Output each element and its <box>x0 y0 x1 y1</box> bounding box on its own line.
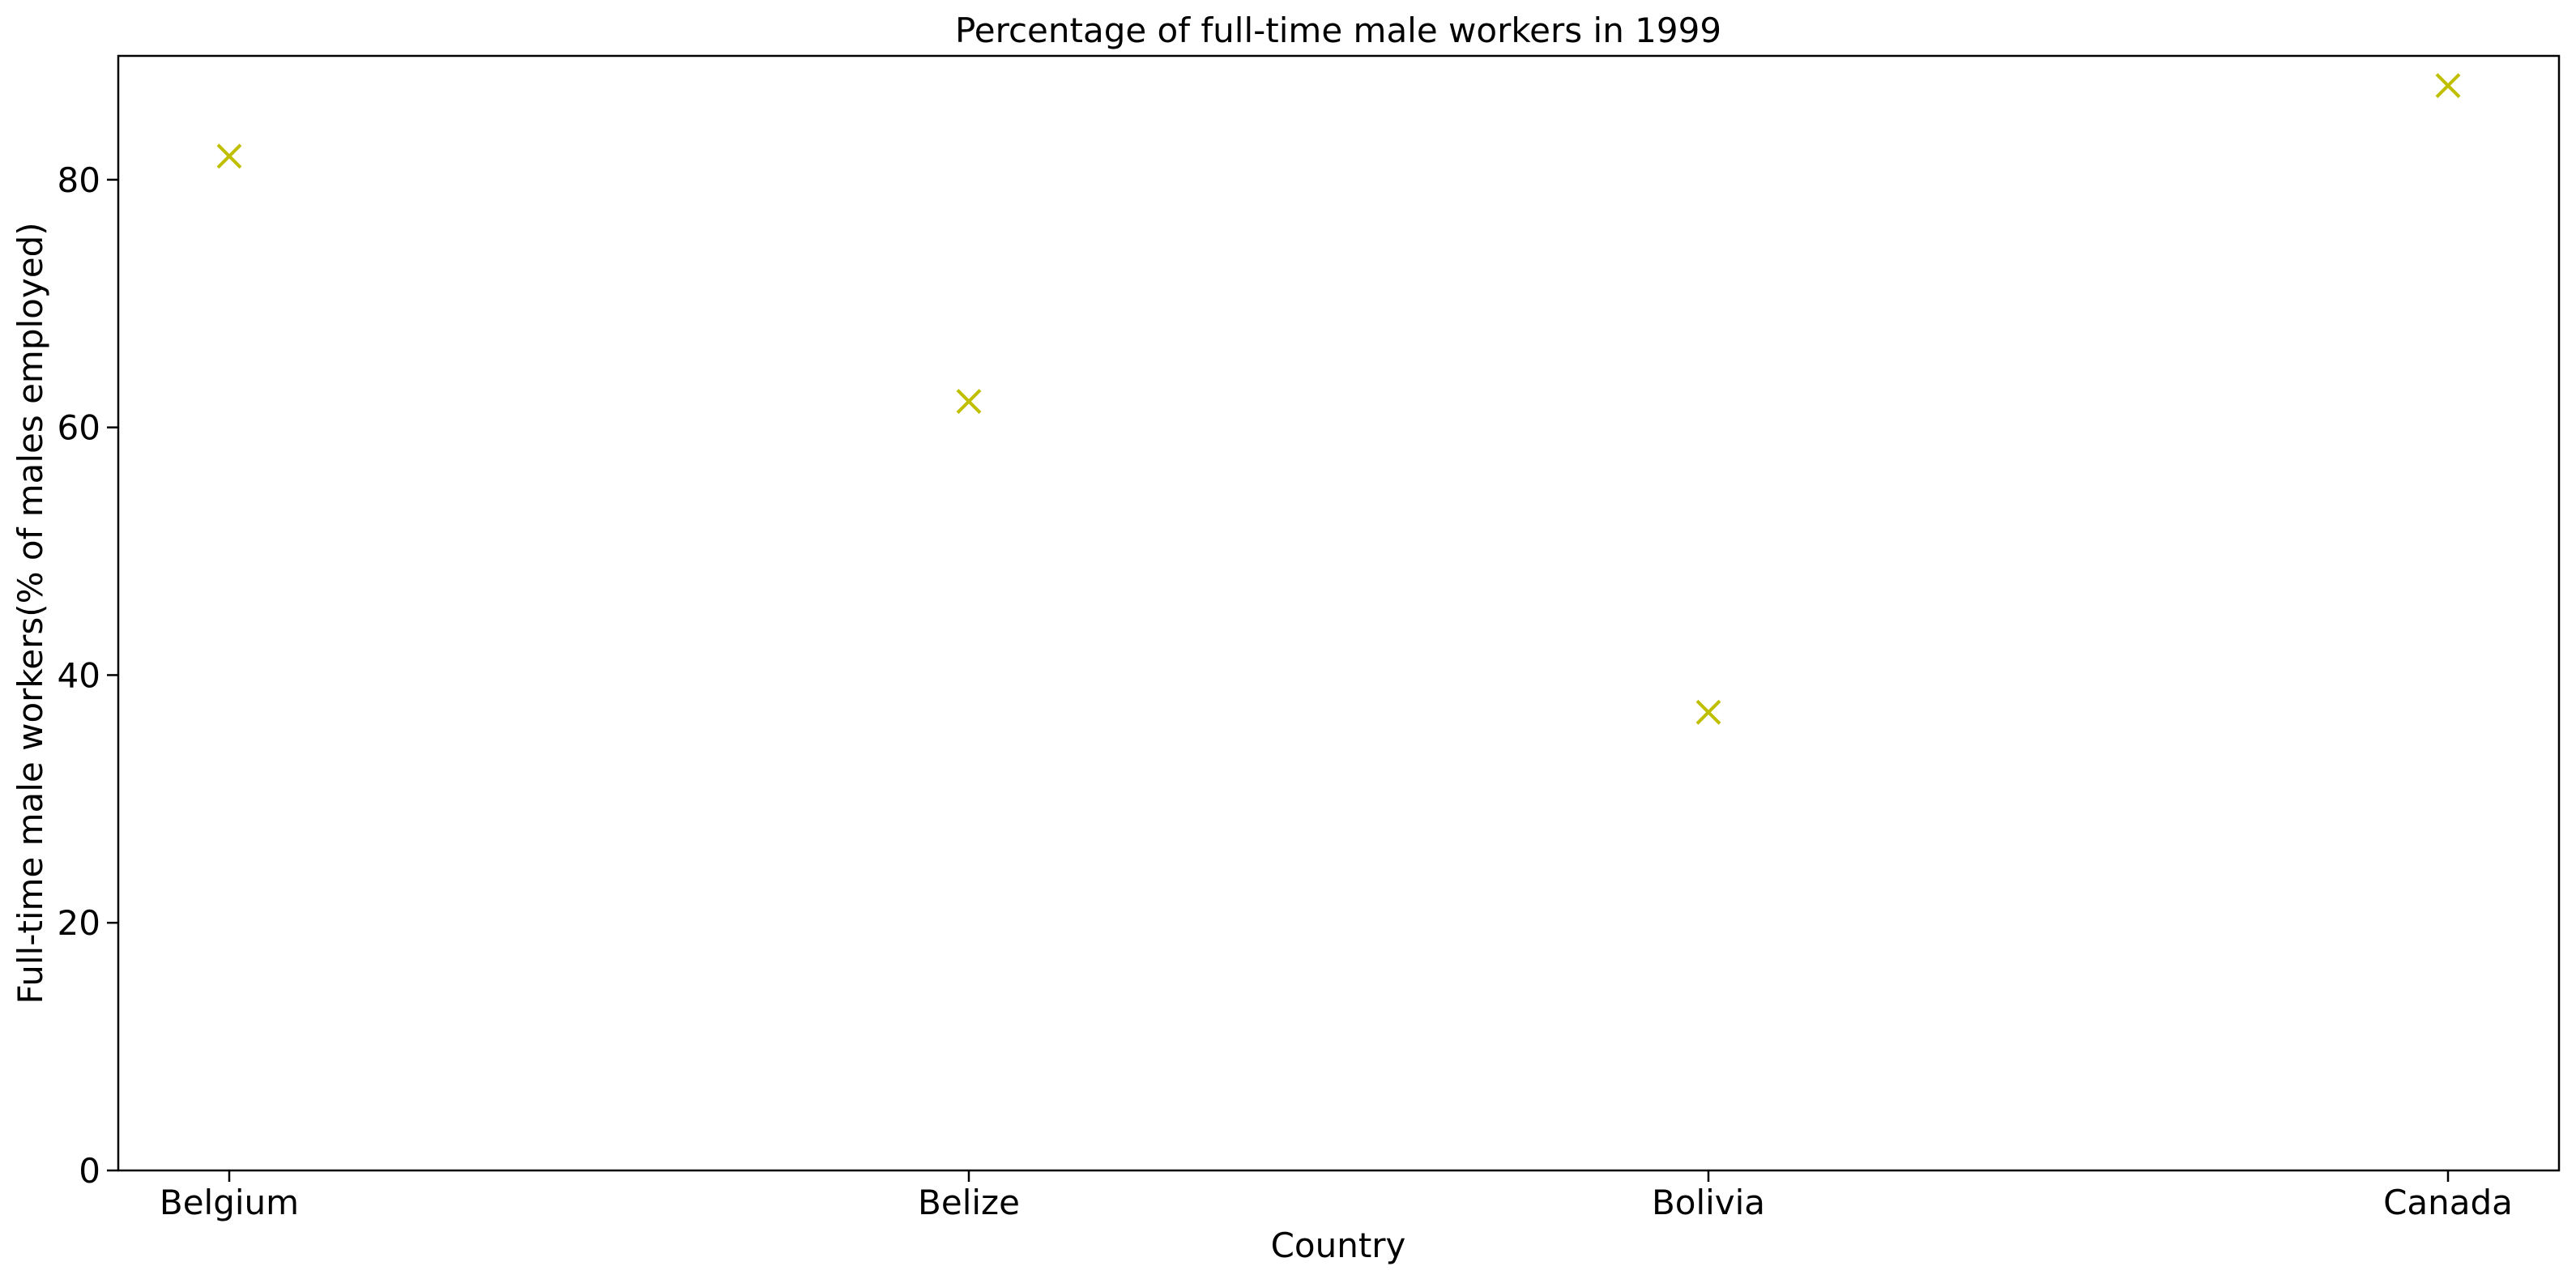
y-axis-label: Full-time male workers(% of males employ… <box>11 222 50 1004</box>
x-tick-label: Belize <box>918 1183 1020 1222</box>
y-axis-ticks: 0 20 40 60 80 <box>58 160 118 1191</box>
y-tick-label: 0 <box>79 1151 100 1191</box>
y-tick-label: 80 <box>58 160 100 200</box>
x-axis-ticks: Belgium Belize Bolivia Canada <box>160 1170 2513 1222</box>
x-tick-label: Belgium <box>160 1183 299 1222</box>
x-axis-label: Country <box>1271 1226 1406 1265</box>
y-tick-label: 40 <box>58 655 100 695</box>
data-point <box>1695 699 1721 725</box>
data-point <box>2435 73 2461 99</box>
chart-title: Percentage of full-time male workers in … <box>955 11 1721 50</box>
x-tick-label: Canada <box>2383 1183 2513 1222</box>
x-tick-label: Bolivia <box>1652 1183 1765 1222</box>
data-point <box>956 389 982 414</box>
plot-area-frame <box>117 54 2561 1172</box>
data-point <box>216 143 242 169</box>
y-tick-label: 60 <box>58 408 100 448</box>
data-points <box>216 73 2461 725</box>
y-tick-label: 20 <box>58 903 100 943</box>
